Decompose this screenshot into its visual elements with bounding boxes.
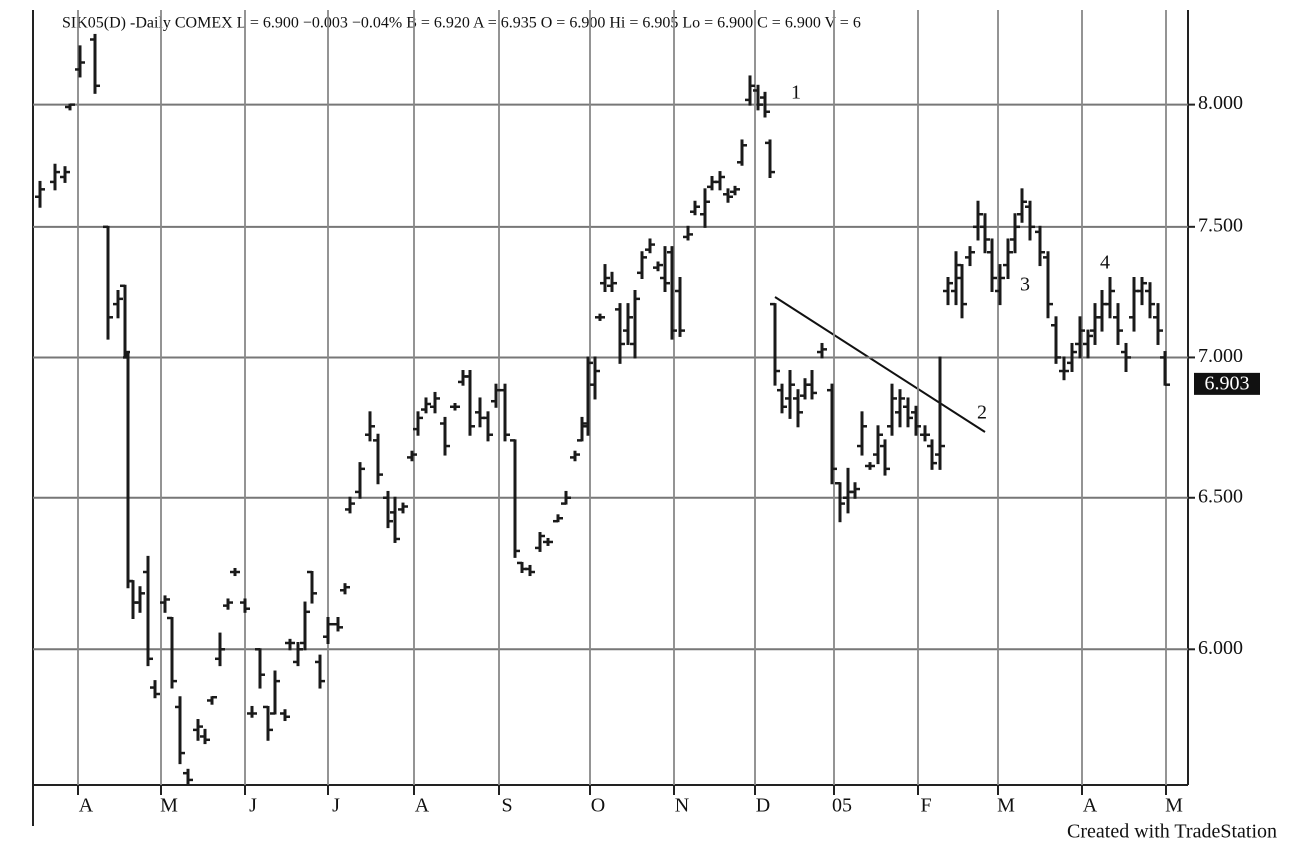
x-tick-label: J	[249, 795, 257, 817]
last-price-box	[1194, 372, 1260, 395]
annotation: 4	[1100, 252, 1110, 274]
x-tick-label: S	[501, 795, 512, 817]
x-tick-label: M	[1165, 795, 1183, 817]
y-tick-label: 6.000	[1198, 637, 1243, 659]
x-tick-label: D	[756, 795, 770, 817]
last-price-label: 6.903	[1205, 372, 1250, 394]
x-tick-label: N	[675, 795, 689, 817]
footer: Created with TradeStation	[1067, 821, 1277, 843]
x-tick-label: F	[920, 795, 931, 817]
trend-line	[774, 296, 986, 433]
y-tick-label: 7.000	[1198, 345, 1243, 367]
y-tick-label: 8.000	[1198, 92, 1243, 114]
x-tick-label: O	[591, 795, 605, 817]
x-tick-label: A	[1083, 795, 1098, 817]
y-tick-label: 6.500	[1198, 485, 1243, 507]
annotation: 1	[791, 82, 801, 104]
x-tick-label: M	[997, 795, 1015, 817]
y-tick-label: 7.500	[1198, 214, 1243, 236]
x-tick-label: A	[79, 795, 94, 817]
x-tick-label: J	[332, 795, 340, 817]
x-tick-label: A	[415, 795, 430, 817]
x-tick-label: M	[160, 795, 178, 817]
x-tick-label: 05	[832, 795, 852, 817]
annotation: 3	[1020, 274, 1030, 296]
annotation: 2	[977, 402, 987, 424]
chart-title: SIK05(D) -Daily COMEX L = 6.900 −0.003 −…	[62, 15, 861, 32]
